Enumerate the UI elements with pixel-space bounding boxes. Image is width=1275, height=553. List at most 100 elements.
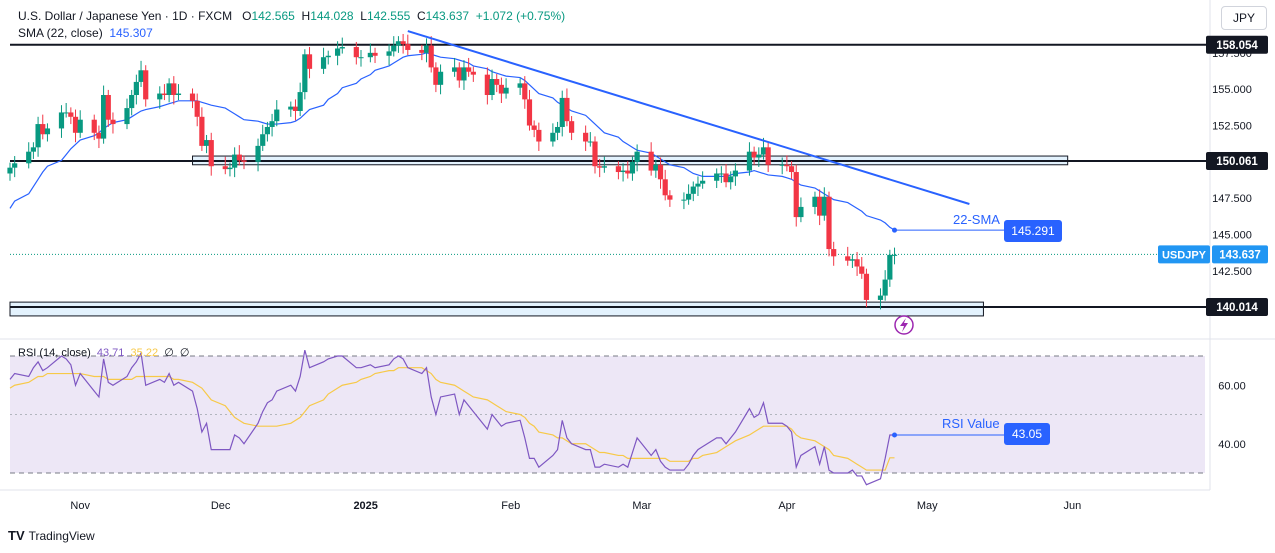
candle-body[interactable] bbox=[194, 100, 200, 117]
candle-body[interactable] bbox=[157, 93, 163, 100]
candle-body[interactable] bbox=[657, 164, 664, 180]
candle-body[interactable] bbox=[583, 132, 589, 142]
candle-body[interactable] bbox=[494, 79, 500, 85]
candle-body[interactable] bbox=[484, 74, 490, 96]
candle-body[interactable] bbox=[882, 279, 888, 296]
candle-body[interactable] bbox=[681, 199, 687, 201]
candle-body[interactable] bbox=[503, 87, 509, 94]
candle-body[interactable] bbox=[877, 295, 884, 300]
candle-body[interactable] bbox=[597, 166, 603, 168]
candle-body[interactable] bbox=[779, 164, 785, 166]
candle-body[interactable] bbox=[175, 93, 182, 96]
candle-body[interactable] bbox=[517, 83, 523, 88]
lightning-icon[interactable] bbox=[894, 315, 914, 335]
candle-body[interactable] bbox=[662, 179, 668, 196]
candle-body[interactable] bbox=[470, 71, 476, 75]
candle-body[interactable] bbox=[522, 83, 528, 100]
candle-body[interactable] bbox=[110, 119, 116, 125]
candle-body[interactable] bbox=[236, 154, 242, 161]
candle-body[interactable] bbox=[189, 93, 196, 101]
candle-body[interactable] bbox=[788, 166, 795, 173]
candle-body[interactable] bbox=[728, 176, 734, 183]
candle-body[interactable] bbox=[550, 132, 556, 142]
candle-body[interactable] bbox=[784, 164, 790, 167]
candle-body[interactable] bbox=[831, 249, 837, 257]
candle-body[interactable] bbox=[391, 45, 397, 52]
candle-body[interactable] bbox=[395, 41, 402, 46]
currency-button[interactable]: JPY bbox=[1221, 6, 1267, 30]
candle-body[interactable] bbox=[292, 106, 299, 111]
price-axis[interactable]: 157.500155.000152.500147.500145.000142.5… bbox=[1158, 0, 1268, 490]
candle-body[interactable] bbox=[859, 266, 865, 274]
candle-body[interactable] bbox=[723, 173, 729, 183]
candle-body[interactable] bbox=[297, 92, 303, 111]
candle-body[interactable] bbox=[437, 71, 444, 85]
candle-body[interactable] bbox=[854, 259, 860, 267]
candle-body[interactable] bbox=[466, 67, 472, 72]
candle-body[interactable] bbox=[44, 128, 51, 135]
candle-body[interactable] bbox=[714, 173, 720, 181]
candle-body[interactable] bbox=[288, 106, 294, 110]
candle-body[interactable] bbox=[817, 196, 823, 216]
candle-body[interactable] bbox=[353, 47, 359, 58]
candle-body[interactable] bbox=[695, 183, 701, 187]
candle-body[interactable] bbox=[35, 124, 41, 148]
candle-body[interactable] bbox=[166, 83, 172, 96]
candle-body[interactable] bbox=[320, 57, 327, 69]
candle-body[interactable] bbox=[12, 163, 18, 168]
candle-body[interactable] bbox=[367, 52, 373, 58]
candle-body[interactable] bbox=[531, 125, 537, 130]
candle-body[interactable] bbox=[554, 126, 561, 133]
candle-body[interactable] bbox=[765, 147, 771, 165]
candle-body[interactable] bbox=[241, 160, 247, 162]
candle-body[interactable] bbox=[498, 84, 504, 94]
candle-body[interactable] bbox=[105, 95, 111, 120]
candle-body[interactable] bbox=[405, 44, 411, 50]
candle-body[interactable] bbox=[700, 180, 706, 184]
candle-body[interactable] bbox=[587, 141, 593, 143]
candle-body[interactable] bbox=[325, 55, 331, 58]
candle-body[interactable] bbox=[601, 166, 607, 168]
time-axis[interactable]: Nov Dec 2025 Feb Mar Apr May Jun bbox=[0, 489, 1210, 512]
candle-body[interactable] bbox=[358, 57, 364, 59]
candle-body[interactable] bbox=[793, 172, 799, 218]
candle-body[interactable] bbox=[887, 254, 893, 280]
candle-body[interactable] bbox=[891, 254, 898, 256]
candle-body[interactable] bbox=[269, 121, 275, 127]
candle-body[interactable] bbox=[72, 116, 79, 133]
candle-body[interactable] bbox=[30, 147, 36, 152]
candle-body[interactable] bbox=[419, 49, 425, 53]
candle-body[interactable] bbox=[129, 95, 135, 109]
sma-legend[interactable]: SMA (22, close) 145.307 bbox=[18, 26, 153, 40]
candle-body[interactable] bbox=[821, 196, 827, 216]
candle-body[interactable] bbox=[559, 97, 565, 127]
candle-body[interactable] bbox=[686, 193, 692, 200]
candle-body[interactable] bbox=[536, 129, 542, 142]
candle-body[interactable] bbox=[634, 151, 640, 162]
candle-body[interactable] bbox=[58, 112, 65, 129]
candle-body[interactable] bbox=[452, 67, 458, 72]
candle-body[interactable] bbox=[101, 95, 107, 139]
candle-body[interactable] bbox=[423, 45, 430, 53]
candle-body[interactable] bbox=[7, 167, 13, 174]
candle-body[interactable] bbox=[798, 206, 804, 218]
candle-body[interactable] bbox=[260, 134, 266, 146]
candle-body[interactable] bbox=[667, 195, 673, 200]
candle-body[interactable] bbox=[456, 67, 462, 81]
candle-body[interactable] bbox=[433, 67, 439, 85]
tradingview-brand[interactable]: TV TradingView bbox=[8, 528, 95, 543]
candle-body[interactable] bbox=[746, 151, 753, 171]
candle-body[interactable] bbox=[138, 70, 144, 82]
candle-body[interactable] bbox=[339, 47, 345, 49]
candle-body[interactable] bbox=[526, 99, 533, 126]
candle-body[interactable] bbox=[255, 145, 261, 162]
downtrend-line[interactable] bbox=[407, 30, 970, 205]
candle-body[interactable] bbox=[461, 67, 467, 81]
candle-body[interactable] bbox=[400, 41, 406, 45]
candle-body[interactable] bbox=[63, 112, 69, 114]
candle-body[interactable] bbox=[26, 151, 32, 164]
candle-body[interactable] bbox=[760, 147, 767, 155]
symbol-title[interactable]: U.S. Dollar / Japanese Yen · 1D · FXCM bbox=[18, 9, 233, 23]
candle-body[interactable] bbox=[68, 112, 74, 117]
candle-body[interactable] bbox=[335, 48, 341, 56]
